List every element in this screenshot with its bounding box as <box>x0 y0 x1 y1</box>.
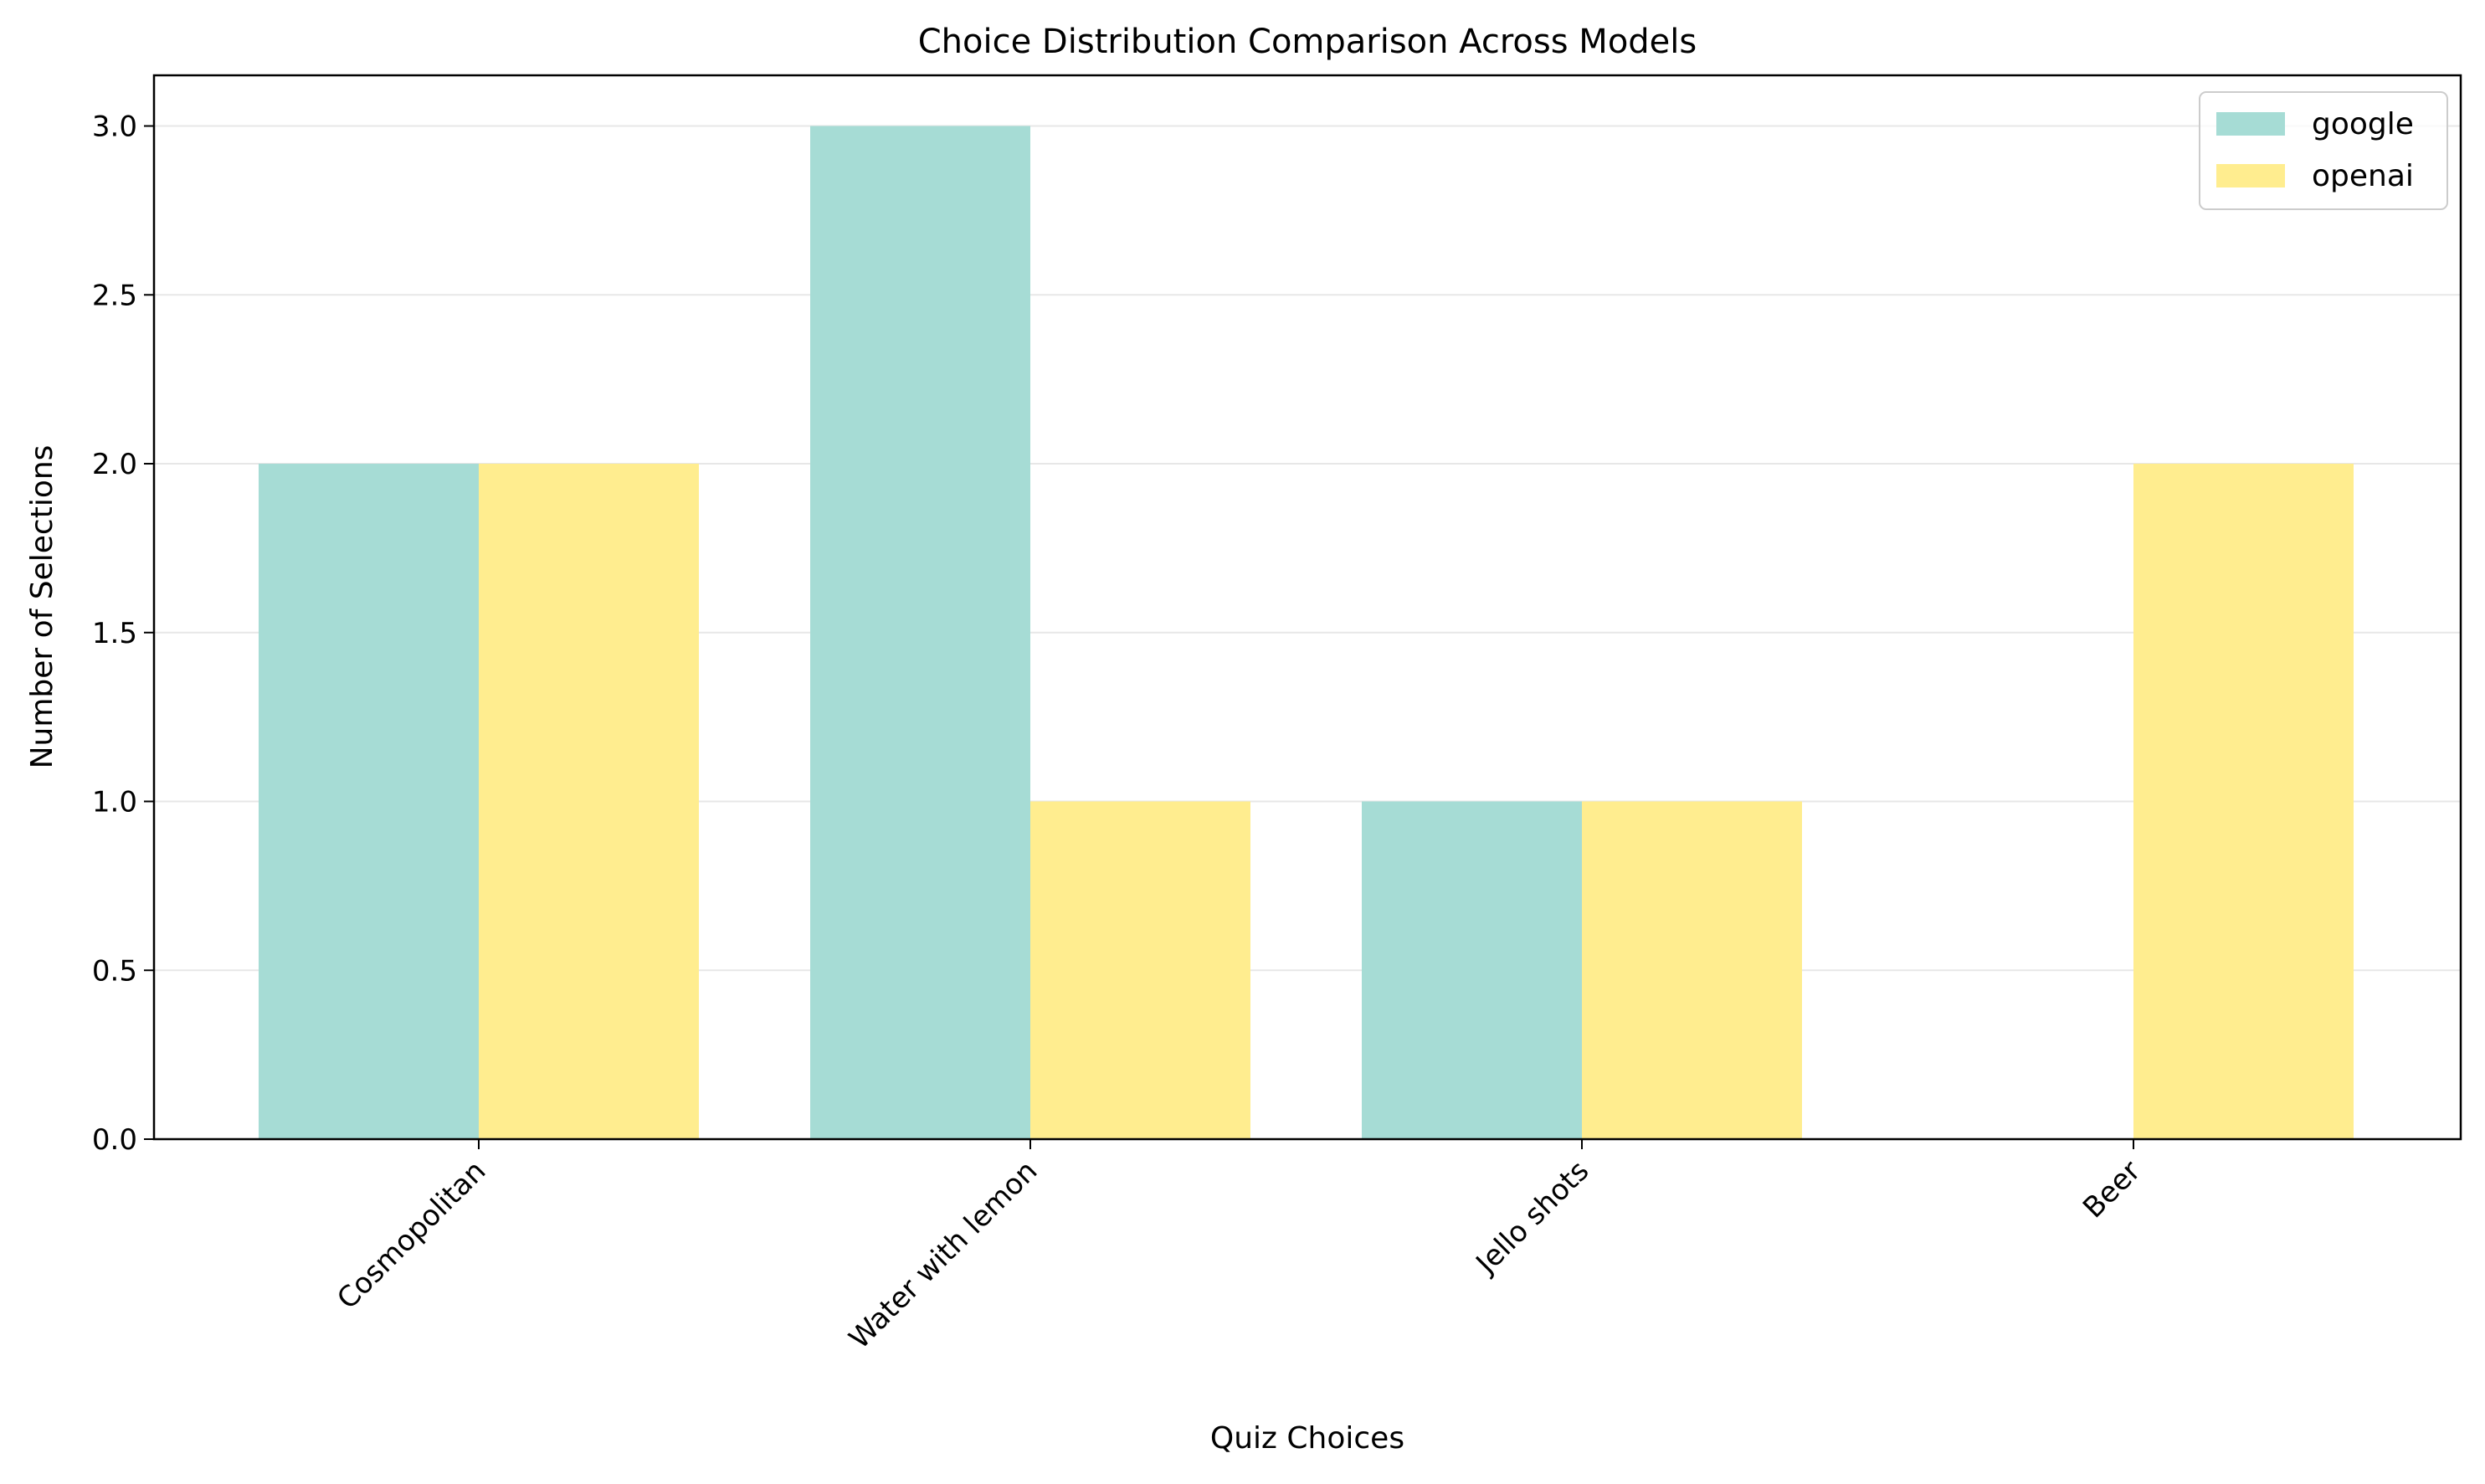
y-tick-label: 2.0 <box>92 448 137 481</box>
bar-openai-1 <box>1030 801 1250 1139</box>
x-axis-label: Quiz Choices <box>1210 1421 1404 1456</box>
y-tick-label: 2.5 <box>92 279 137 312</box>
y-tick-label: 1.0 <box>92 786 137 819</box>
y-axis-ticks: 0.0 0.5 1.0 1.5 2.0 2.5 3.0 <box>92 110 154 1157</box>
bar-openai-0 <box>479 464 699 1139</box>
legend-label-openai: openai <box>2312 159 2414 193</box>
legend-label-google: google <box>2312 107 2414 141</box>
legend-swatch-openai <box>2216 164 2285 187</box>
bar-google-1 <box>810 126 1030 1139</box>
y-tick-label: 0.0 <box>92 1123 137 1157</box>
legend-swatch-google <box>2216 112 2285 136</box>
bars <box>259 126 2354 1139</box>
bar-google-0 <box>259 464 479 1139</box>
y-axis-label: Number of Selections <box>25 445 59 769</box>
chart-title: Choice Distribution Comparison Across Mo… <box>918 23 1697 61</box>
y-tick-label: 3.0 <box>92 110 137 144</box>
y-tick-label: 0.5 <box>92 954 137 988</box>
bar-openai-2 <box>1582 801 1802 1139</box>
y-tick-label: 1.5 <box>92 617 137 650</box>
bar-google-2 <box>1362 801 1582 1139</box>
legend: google openai <box>2199 91 2448 210</box>
bar-openai-3 <box>2133 464 2354 1139</box>
plot-frame <box>152 74 2462 1141</box>
